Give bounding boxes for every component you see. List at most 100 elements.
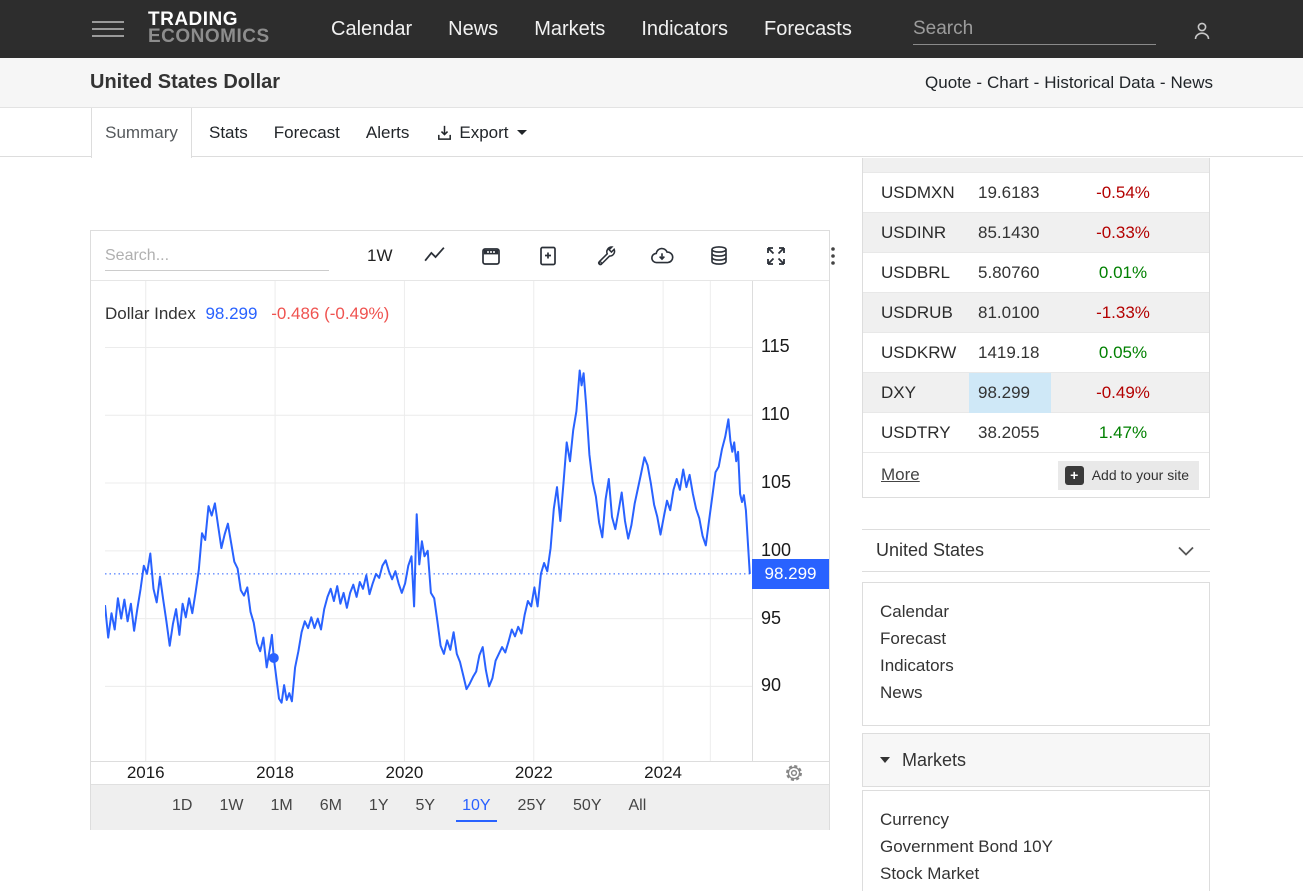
- markets-section-header[interactable]: Markets: [862, 733, 1210, 787]
- tab-alerts[interactable]: Alerts: [365, 122, 410, 142]
- range-button-6m[interactable]: 6M: [319, 796, 342, 814]
- interval-selector[interactable]: 1W: [367, 246, 393, 265]
- top-navigation-bar: TRADING ECONOMICS Calendar News Markets Ind…: [0, 0, 1303, 58]
- compare-add-icon[interactable]: [535, 243, 561, 269]
- country-links-box: Calendar Forecast Indicators News: [862, 582, 1210, 726]
- fullscreen-icon[interactable]: [763, 243, 789, 269]
- tab-forecast[interactable]: Forecast: [273, 122, 340, 142]
- price-chart-canvas[interactable]: [105, 281, 753, 761]
- range-button-1w[interactable]: 1W: [219, 796, 244, 814]
- table-row-usdkrw[interactable]: USDKRW 1419.18 0.05%: [863, 333, 1209, 373]
- brand-logo[interactable]: TRADING ECONOMICS: [148, 10, 270, 47]
- x-tick-label: 2020: [385, 763, 424, 782]
- country-link-forecast[interactable]: Forecast: [880, 629, 947, 648]
- more-link[interactable]: More: [881, 465, 920, 484]
- y-tick-label: 115: [761, 336, 790, 357]
- currency-quotes-table: USDMXN 19.6183 -0.54% USDINR 85.1430 -0.33% US…: [862, 158, 1210, 498]
- chart-settings-gear-icon[interactable]: [783, 762, 805, 784]
- nav-item-indicators[interactable]: Indicators: [641, 17, 729, 40]
- symbol-cell: USDRUB: [881, 303, 953, 322]
- change-cell: 0.05%: [1098, 343, 1148, 362]
- table-row-usdbrl[interactable]: USDBRL 5.80760 0.01%: [863, 253, 1209, 293]
- y-axis-labels: 115 110 105 100 95 90: [753, 281, 830, 761]
- database-icon[interactable]: [706, 243, 732, 269]
- country-link-indicators[interactable]: Indicators: [880, 656, 954, 675]
- table-row-usdrub[interactable]: USDRUB 81.0100 -1.33%: [863, 293, 1209, 333]
- data-point-marker: [268, 652, 279, 663]
- series-value: 98.299: [205, 304, 258, 323]
- country-link-calendar[interactable]: Calendar: [880, 602, 949, 621]
- symbol-cell: USDTRY: [881, 423, 951, 442]
- x-tick-label: 2018: [256, 763, 294, 782]
- range-button-50y[interactable]: 50Y: [573, 796, 602, 814]
- table-row-usdinr[interactable]: USDINR 85.1430 -0.33%: [863, 213, 1209, 253]
- quick-links: Quote - Chart - Historical Data - News: [925, 58, 1213, 107]
- chart-toolbar: 1W: [91, 231, 835, 281]
- price-cell: 38.2055: [978, 423, 1040, 442]
- market-link-currency[interactable]: Currency: [880, 810, 949, 829]
- quick-link-quote[interactable]: Quote: [925, 73, 972, 92]
- symbol-cell: DXY: [881, 383, 916, 402]
- wrench-icon[interactable]: [592, 243, 618, 269]
- range-button-1m[interactable]: 1M: [270, 796, 293, 814]
- range-button-25y[interactable]: 25Y: [517, 796, 547, 814]
- range-button-1d[interactable]: 1D: [172, 796, 193, 814]
- export-dropdown[interactable]: Export: [435, 123, 527, 143]
- symbol-cell: USDINR: [881, 223, 947, 242]
- symbol-search-input[interactable]: [105, 241, 329, 271]
- line-chart-icon[interactable]: [421, 243, 447, 269]
- calendar-icon[interactable]: [478, 243, 504, 269]
- range-button-1y[interactable]: 1Y: [368, 796, 389, 814]
- plus-icon: +: [1064, 465, 1084, 485]
- market-link-stock-market[interactable]: Stock Market: [880, 864, 980, 883]
- y-tick-label: 90: [761, 675, 782, 696]
- change-cell: 0.01%: [1098, 263, 1148, 282]
- nav-item-markets[interactable]: Markets: [534, 17, 606, 40]
- global-search-input[interactable]: [913, 13, 1156, 45]
- range-button-10y[interactable]: 10Y: [456, 794, 497, 822]
- country-section-header[interactable]: United States: [862, 529, 1210, 572]
- quick-link-historical-data[interactable]: Historical Data: [1044, 73, 1155, 92]
- x-tick-label: 2016: [126, 763, 165, 782]
- table-row-usdmxn[interactable]: USDMXN 19.6183 -0.54%: [863, 173, 1209, 213]
- price-cell: 19.6183: [978, 183, 1040, 202]
- quick-link-chart[interactable]: Chart: [987, 73, 1029, 92]
- range-selector: 1D 1W 1M 6M 1Y 5Y 10Y 25Y 50Y All: [91, 784, 829, 830]
- link-separator: -: [976, 73, 983, 92]
- range-button-all[interactable]: All: [628, 796, 647, 814]
- nav-item-forecasts[interactable]: Forecasts: [764, 17, 852, 40]
- primary-nav: Calendar News Markets Indicators Forecasts: [331, 0, 852, 58]
- range-button-5y[interactable]: 5Y: [415, 796, 436, 814]
- user-icon[interactable]: [1190, 19, 1214, 43]
- table-row-dxy[interactable]: DXY 98.299 -0.49%: [863, 373, 1209, 413]
- add-to-site-button[interactable]: + Add to your site: [1057, 460, 1199, 490]
- price-cell: 5.80760: [978, 263, 1040, 282]
- nav-item-news[interactable]: News: [448, 17, 499, 40]
- brand-line2: ECONOMICS: [148, 25, 270, 47]
- series-name: Dollar Index: [105, 304, 196, 323]
- link-separator: -: [1159, 73, 1166, 92]
- sidebar: USDMXN 19.6183 -0.54% USDINR 85.1430 -0.33% US…: [862, 158, 1210, 891]
- price-cell: 81.0100: [978, 303, 1040, 322]
- quick-link-news[interactable]: News: [1170, 73, 1213, 92]
- caret-down-icon: [516, 130, 527, 135]
- change-cell: 1.47%: [1098, 423, 1148, 442]
- nav-item-calendar[interactable]: Calendar: [331, 17, 413, 40]
- current-price-badge: 98.299: [752, 558, 829, 589]
- y-tick-label: 110: [761, 404, 790, 425]
- symbol-cell: USDKRW: [881, 343, 957, 362]
- price-cell: 1419.18: [978, 343, 1040, 362]
- change-cell: -1.33%: [1096, 303, 1150, 322]
- symbol-cell: USDMXN: [881, 183, 955, 202]
- cloud-download-icon[interactable]: [649, 243, 675, 269]
- table-footer: More + Add to your site: [863, 453, 1209, 497]
- more-options-icon[interactable]: [820, 243, 846, 269]
- caret-down-icon: [880, 757, 890, 763]
- country-link-news[interactable]: News: [880, 683, 923, 702]
- tab-summary[interactable]: Summary: [91, 108, 192, 158]
- table-row-usdtry[interactable]: USDTRY 38.2055 1.47%: [863, 413, 1209, 453]
- tab-stats[interactable]: Stats: [209, 122, 248, 142]
- market-link-government-bond-10y[interactable]: Government Bond 10Y: [880, 837, 1053, 856]
- menu-icon[interactable]: [92, 21, 124, 37]
- chart-legend: Dollar Index 98.299 -0.486 (-0.49%): [105, 304, 389, 324]
